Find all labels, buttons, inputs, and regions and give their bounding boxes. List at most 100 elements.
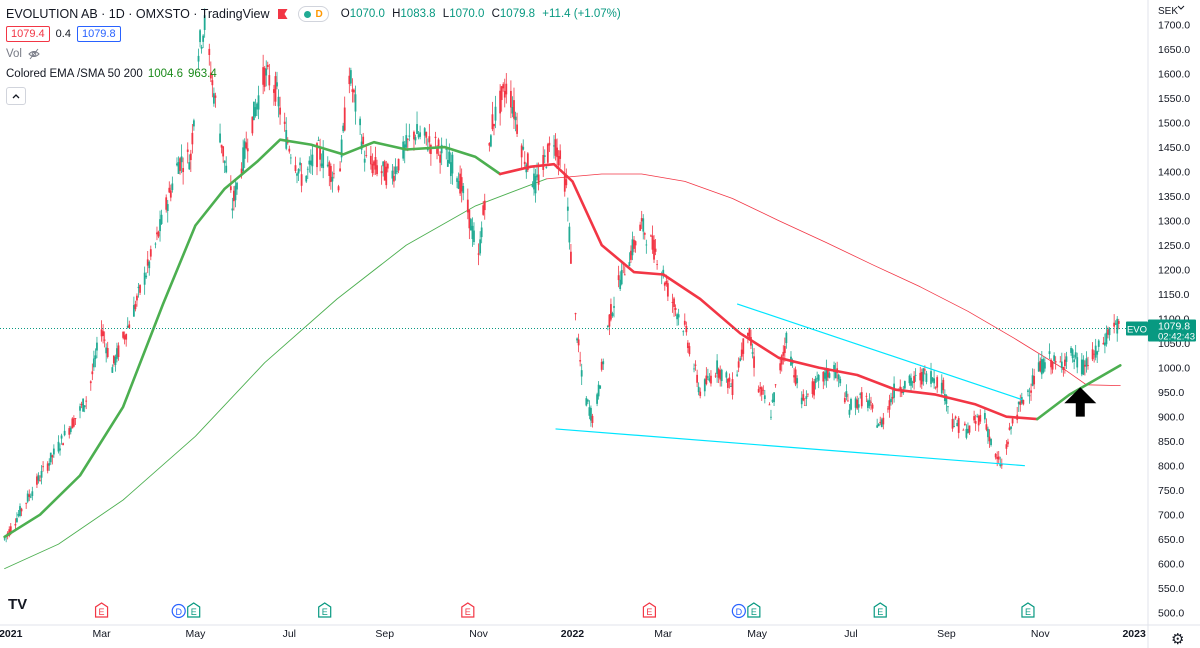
candle-body <box>882 417 885 425</box>
candle-body <box>253 101 255 121</box>
candle-body <box>947 406 949 408</box>
candle-body <box>623 274 626 276</box>
candle-body <box>803 404 806 406</box>
candle-body <box>962 429 965 431</box>
candle-body <box>557 156 560 166</box>
candle-body <box>393 175 395 182</box>
symbol-title[interactable]: EVOLUTION AB · 1D · OMXSTO · TradingView <box>6 7 270 21</box>
candle-body <box>740 349 743 357</box>
candle-body <box>348 75 351 85</box>
tradingview-logo[interactable]: TV <box>8 596 28 613</box>
y-tick-label: 1550.0 <box>1158 93 1190 105</box>
candle-body <box>600 361 603 370</box>
candle-body <box>329 165 332 183</box>
buy-price-box[interactable]: 1079.8 <box>76 26 121 42</box>
candle-body <box>930 371 932 384</box>
candle-body <box>391 170 394 179</box>
candle-body <box>1020 397 1023 404</box>
candle-body <box>619 279 622 289</box>
candle-body <box>362 136 365 144</box>
candle-body <box>339 168 341 172</box>
candle-body <box>554 139 557 156</box>
earnings-marker <box>318 602 332 618</box>
symbol-tag-box <box>1126 321 1148 336</box>
hidden-eye-icon[interactable] <box>28 48 40 60</box>
candle-body <box>770 416 772 418</box>
candle-body <box>199 30 201 43</box>
low-value: 1070.0 <box>449 8 485 20</box>
candle-body <box>311 154 314 167</box>
candle-body <box>725 372 728 378</box>
y-tick-label: 700.0 <box>1158 510 1184 522</box>
candle-body <box>645 244 648 246</box>
candle-body <box>446 160 449 167</box>
candle-body <box>726 379 729 388</box>
candle-body <box>653 239 655 260</box>
sell-price-box[interactable]: 1079.4 <box>6 26 50 42</box>
candle-body <box>353 89 355 93</box>
candle-body <box>736 374 739 376</box>
candle-body <box>333 173 335 175</box>
y-tick-label: 1350.0 <box>1158 191 1190 203</box>
candle-body <box>220 144 223 148</box>
candle-body <box>286 142 289 143</box>
candle-body <box>105 347 108 354</box>
candle-body <box>72 418 75 427</box>
candle-body <box>951 419 954 429</box>
candle-body <box>243 141 246 159</box>
candle-body <box>814 378 817 383</box>
candle-body <box>590 408 592 421</box>
candle-body <box>739 358 742 362</box>
candle-body <box>1064 359 1066 367</box>
candle-body <box>1028 395 1031 397</box>
candle-body <box>19 506 21 516</box>
candle-body <box>1030 390 1032 393</box>
candle-body <box>274 76 277 102</box>
candle-body <box>234 185 237 201</box>
candle-body <box>977 416 980 426</box>
flag-icon[interactable] <box>277 9 288 19</box>
candle-body <box>716 360 719 375</box>
candle-body <box>146 259 149 266</box>
candle-body <box>513 100 515 119</box>
candle-body <box>111 367 114 373</box>
indicator-label[interactable]: Colored EMA /SMA 50 200 <box>6 68 143 80</box>
x-tick-label: Sep <box>937 628 956 640</box>
candle-body <box>374 157 377 170</box>
change-value: +11.4 (+1.07%) <box>542 8 621 20</box>
candle-body <box>888 400 891 410</box>
collapse-legend-button[interactable] <box>6 87 26 105</box>
candle-body <box>342 125 345 132</box>
candle-body <box>865 395 868 397</box>
candle-body <box>102 331 105 337</box>
candle-body <box>233 190 235 202</box>
candle-body <box>503 90 506 98</box>
candle-body <box>602 361 605 365</box>
candle-body <box>337 186 340 191</box>
market-status-badge[interactable]: D <box>297 6 329 22</box>
candle-body <box>125 334 128 340</box>
candle-body <box>428 136 431 143</box>
candle-body <box>945 395 948 404</box>
candle-body <box>68 428 71 435</box>
candle-body <box>1102 342 1105 345</box>
candle-body <box>816 377 819 379</box>
candle-body <box>545 167 548 169</box>
candle-body <box>403 144 406 151</box>
candle-body <box>145 275 148 278</box>
candle-body <box>860 392 863 407</box>
candle-body <box>3 538 6 540</box>
gear-icon[interactable]: ⚙ <box>1171 631 1185 648</box>
volume-label[interactable]: Vol <box>6 48 22 60</box>
indicator-sma-value: 963.4 <box>188 68 217 80</box>
candle-body <box>800 397 803 405</box>
candle-body <box>94 355 97 359</box>
candle-body <box>20 508 23 512</box>
candle-body <box>283 121 286 124</box>
candle-body <box>1094 345 1097 358</box>
candle-body <box>405 135 408 148</box>
candle-body <box>1117 321 1120 324</box>
candle-body <box>1114 323 1117 325</box>
chevron-up-icon <box>12 94 20 99</box>
